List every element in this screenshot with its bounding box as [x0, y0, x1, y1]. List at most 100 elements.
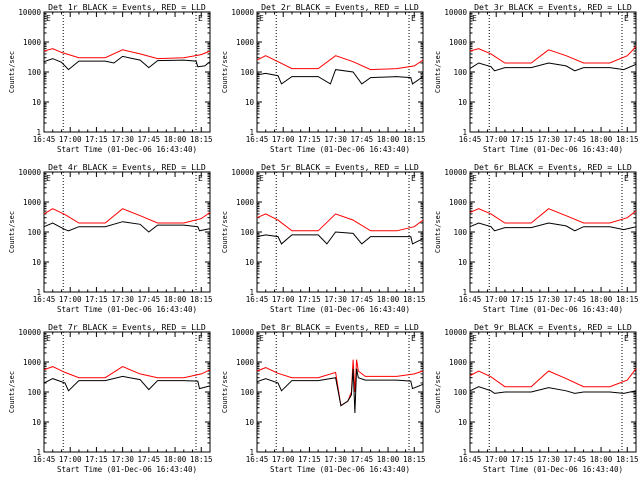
y-tick-label: 10000 [444, 328, 467, 337]
x-tick-label: 17:30 [111, 135, 134, 144]
x-axis-label: Start Time (01-Dec-06 16:43:40) [57, 465, 197, 474]
x-tick-label: 17:00 [59, 295, 82, 304]
x-tick-label: 16:45 [33, 135, 56, 144]
y-tick-label: 1000 [236, 38, 255, 47]
y-tick-label: 10000 [231, 168, 254, 177]
y-tick-label: 100 [240, 68, 254, 77]
y-tick-label: 10000 [231, 328, 254, 337]
plot-frame [43, 331, 211, 453]
x-tick-label: 17:00 [59, 455, 82, 464]
series-lld-line [43, 48, 211, 60]
x-tick-label: 17:45 [351, 135, 374, 144]
y-tick-label: 1000 [449, 38, 468, 47]
y-tick-label: 1000 [449, 198, 468, 207]
corner-mark-left: E [259, 14, 264, 23]
x-tick-label: 17:45 [351, 295, 374, 304]
series-events-line [469, 62, 637, 72]
x-tick-label: 17:30 [324, 455, 347, 464]
x-tick-label: 18:00 [377, 135, 400, 144]
x-tick-label: 18:00 [590, 455, 613, 464]
y-tick-label: 1 [36, 448, 41, 457]
y-tick-label: 100 [27, 68, 41, 77]
series-lld-line [43, 366, 211, 379]
x-tick-label: 16:45 [459, 135, 482, 144]
y-tick-label: 100 [27, 228, 41, 237]
panel-2: Det 2r BLACK = Events, RED = LLD 1 10 100 10… [221, 2, 426, 154]
y-axis-label: Counts/sec [434, 371, 442, 413]
x-tick-label: 16:45 [246, 455, 269, 464]
plot-frame [469, 171, 637, 293]
x-tick-label: 17:15 [511, 135, 534, 144]
y-axis-label: Counts/sec [434, 211, 442, 253]
y-tick-label: 10 [245, 98, 255, 107]
y-tick-label: 10 [458, 258, 468, 267]
corner-mark-right: E [198, 334, 203, 343]
panel-title: Det 9r BLACK = Events, RED = LLD [474, 322, 632, 332]
x-tick-label: 17:00 [272, 295, 295, 304]
y-tick-label: 10 [458, 98, 468, 107]
x-tick-label: 17:00 [485, 135, 508, 144]
plot-frame [43, 11, 211, 133]
x-tick-label: 17:30 [111, 295, 134, 304]
series-lld-line [469, 46, 637, 64]
x-tick-label: 18:00 [377, 295, 400, 304]
y-tick-label: 100 [453, 68, 467, 77]
panel-title: Det 1r BLACK = Events, RED = LLD [48, 2, 206, 12]
panel-5: Det 5r BLACK = Events, RED = LLD 1 10 100 10… [221, 162, 426, 314]
y-axis-label: Counts/sec [8, 211, 16, 253]
series-events-line [43, 221, 211, 233]
x-axis-label: Start Time (01-Dec-06 16:43:40) [57, 145, 197, 154]
y-tick-label: 10 [245, 418, 255, 427]
y-tick-label: 1000 [449, 358, 468, 367]
panel-title: Det 6r BLACK = Events, RED = LLD [474, 162, 632, 172]
corner-mark-right: E [198, 14, 203, 23]
panel-9: Det 9r BLACK = Events, RED = LLD 1 10 100 10… [434, 322, 639, 474]
x-tick-label: 17:15 [85, 135, 108, 144]
y-tick-label: 10000 [18, 328, 41, 337]
x-tick-label: 17:15 [298, 135, 321, 144]
y-axis-label: Counts/sec [8, 51, 16, 93]
y-axis-label: Counts/sec [221, 371, 229, 413]
series-lld-line [43, 208, 211, 224]
x-tick-label: 17:15 [511, 455, 534, 464]
x-tick-label: 17:30 [537, 135, 560, 144]
y-tick-label: 100 [240, 388, 254, 397]
x-tick-label: 17:45 [564, 455, 587, 464]
x-tick-label: 18:15 [190, 295, 213, 304]
y-tick-label: 100 [240, 228, 254, 237]
x-tick-label: 17:45 [564, 135, 587, 144]
x-tick-label: 18:15 [616, 135, 639, 144]
corner-mark-left: E [46, 14, 51, 23]
corner-mark-left: E [46, 334, 51, 343]
x-tick-label: 17:30 [324, 135, 347, 144]
plot-frame [256, 11, 424, 133]
corner-mark-left: E [472, 334, 477, 343]
x-tick-label: 18:00 [164, 455, 187, 464]
y-tick-label: 10 [32, 98, 42, 107]
x-tick-label: 16:45 [33, 295, 56, 304]
x-tick-label: 18:00 [590, 135, 613, 144]
x-axis-label: Start Time (01-Dec-06 16:43:40) [57, 305, 197, 314]
x-tick-label: 17:15 [298, 455, 321, 464]
series-events-line [43, 375, 211, 392]
x-tick-label: 17:30 [111, 455, 134, 464]
x-tick-label: 17:30 [537, 295, 560, 304]
x-tick-label: 17:45 [351, 455, 374, 464]
corner-mark-right: E [624, 334, 629, 343]
x-tick-label: 18:00 [590, 295, 613, 304]
y-tick-label: 10 [458, 418, 468, 427]
series-events-line [469, 222, 637, 232]
corner-mark-right: E [624, 174, 629, 183]
corner-mark-left: E [259, 334, 264, 343]
y-tick-label: 10 [32, 258, 42, 267]
x-tick-label: 17:15 [85, 295, 108, 304]
plot-frame [43, 171, 211, 293]
y-tick-label: 1 [462, 128, 467, 137]
series-lld-line [256, 213, 424, 232]
series-events-line [43, 55, 211, 71]
corner-mark-left: E [472, 14, 477, 23]
x-tick-label: 17:45 [138, 135, 161, 144]
x-tick-label: 16:45 [33, 455, 56, 464]
panel-8: Det 8r BLACK = Events, RED = LLD 1 10 100 10… [221, 322, 426, 474]
